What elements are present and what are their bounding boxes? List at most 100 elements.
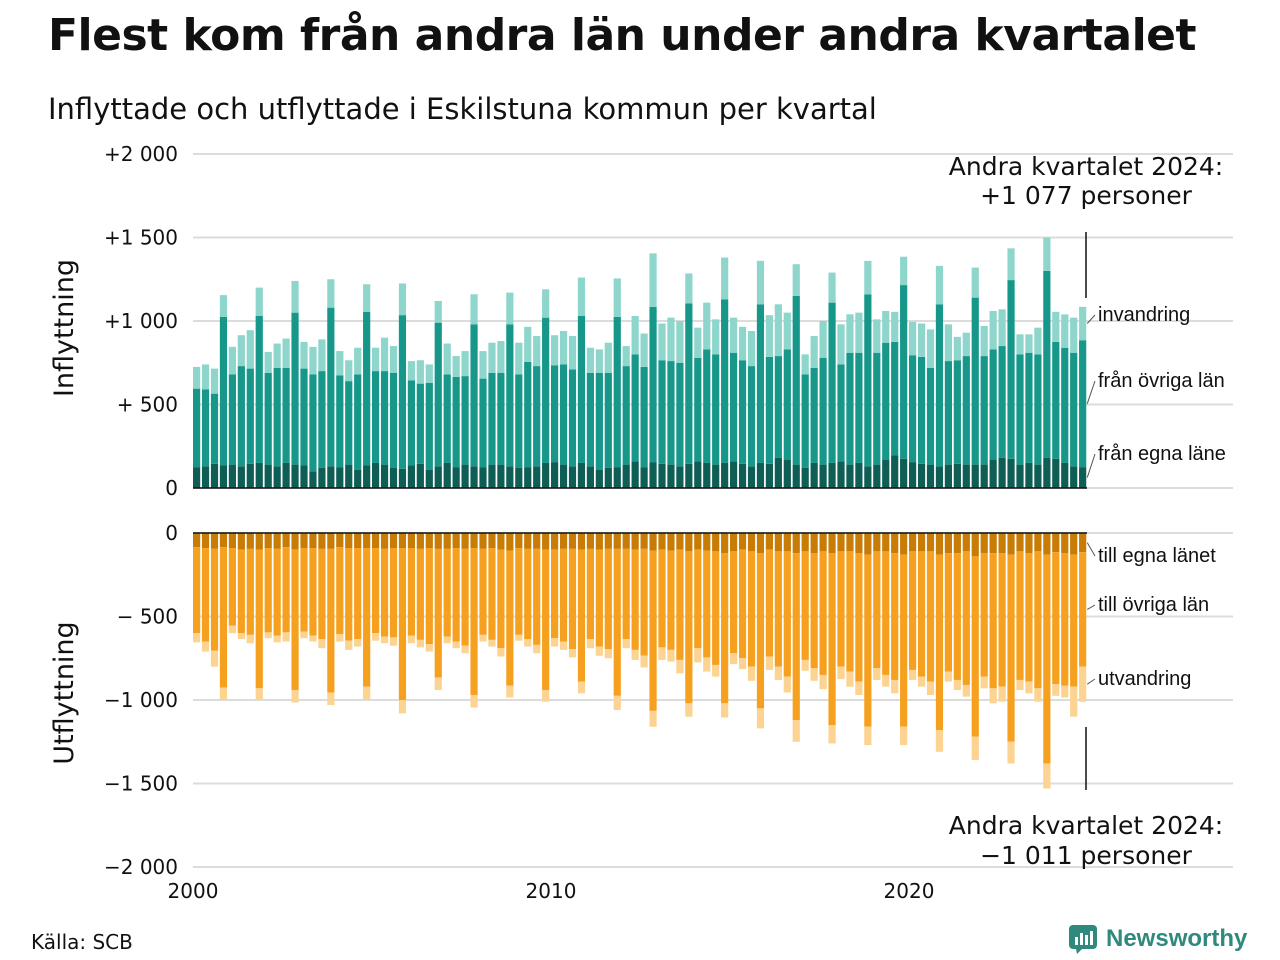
bar-segment bbox=[721, 553, 729, 704]
newsworthy-logo[interactable]: Newsworthy bbox=[1068, 924, 1247, 954]
bar-segment bbox=[524, 361, 532, 468]
bar-segment bbox=[738, 549, 747, 659]
bar-segment bbox=[434, 322, 442, 467]
bar-segment bbox=[1079, 533, 1087, 553]
bar-segment bbox=[703, 349, 711, 463]
series-label: från egna läne bbox=[1098, 443, 1226, 465]
bar-segment bbox=[747, 533, 756, 552]
newsworthy-logo-icon bbox=[1069, 925, 1097, 954]
bar-segment bbox=[649, 550, 657, 711]
bar-segment bbox=[327, 279, 335, 308]
bar-segment bbox=[667, 464, 675, 488]
bar-segment bbox=[909, 669, 917, 680]
bar-segment bbox=[604, 649, 612, 659]
bar-segment bbox=[1079, 552, 1087, 667]
bar-segment bbox=[917, 533, 926, 552]
bar-segment bbox=[613, 316, 621, 468]
bar-segment bbox=[551, 638, 559, 647]
bar-segment bbox=[935, 265, 944, 305]
bar-segment bbox=[586, 466, 594, 488]
annotation-line: Andra kvartalet 2024: bbox=[949, 811, 1223, 840]
bar-segment bbox=[1007, 741, 1015, 764]
bar-segment bbox=[837, 461, 845, 488]
bar-segment bbox=[676, 466, 684, 488]
bar-segment bbox=[407, 361, 415, 381]
bar-segment bbox=[604, 548, 612, 650]
bar-segment bbox=[649, 306, 657, 463]
bar-segment bbox=[380, 636, 389, 644]
bar-segment bbox=[219, 465, 228, 488]
bar-segment bbox=[577, 533, 586, 550]
bar-segment bbox=[228, 533, 236, 549]
bar-segment bbox=[425, 644, 433, 652]
bar-segment bbox=[900, 726, 908, 746]
bar-segment bbox=[372, 347, 380, 372]
bar-segment bbox=[1052, 458, 1060, 488]
bar-segment bbox=[363, 311, 371, 466]
bar-segment bbox=[1034, 533, 1042, 552]
bar-segment bbox=[944, 361, 952, 465]
bar-segment bbox=[219, 533, 228, 548]
bar-segment bbox=[506, 292, 514, 325]
bar-segment bbox=[882, 674, 890, 687]
bar-segment bbox=[1034, 354, 1042, 465]
bar-segment bbox=[416, 639, 424, 648]
bar-segment bbox=[774, 666, 782, 680]
bar-segment bbox=[676, 362, 684, 467]
bar-segment bbox=[416, 548, 424, 640]
bar-segment bbox=[1070, 554, 1078, 687]
bar-segment bbox=[542, 317, 550, 463]
bar-segment bbox=[801, 533, 809, 552]
bar-segment bbox=[309, 346, 317, 375]
bar-segment bbox=[864, 533, 872, 555]
bar-segment bbox=[264, 372, 272, 465]
bar-segment bbox=[828, 462, 836, 488]
bar-segment bbox=[372, 462, 380, 488]
bar-segment bbox=[228, 548, 236, 626]
bar-segment bbox=[774, 551, 782, 667]
bar-segment bbox=[864, 294, 872, 467]
bar-segment bbox=[855, 462, 863, 488]
bar-segment bbox=[873, 551, 881, 669]
bar-segment bbox=[380, 548, 389, 637]
bar-segment bbox=[479, 533, 487, 549]
bar-segment bbox=[935, 304, 944, 467]
bar-segment bbox=[658, 647, 666, 660]
bar-segment bbox=[989, 459, 997, 488]
bar-segment bbox=[228, 346, 236, 375]
y-tick-label: +1 500 bbox=[104, 226, 178, 250]
bar-segment bbox=[193, 533, 201, 548]
bar-segment bbox=[398, 533, 407, 549]
y-tick-label: −1 000 bbox=[104, 688, 178, 712]
bar-segment bbox=[363, 465, 371, 488]
bar-segment bbox=[237, 335, 245, 367]
bar-segment bbox=[577, 315, 586, 463]
bar-segment bbox=[201, 533, 210, 549]
bar-segment bbox=[846, 671, 854, 687]
bar-segment bbox=[855, 312, 863, 353]
bar-segment bbox=[1043, 533, 1051, 555]
bar-segment bbox=[622, 464, 630, 488]
bar-segment bbox=[792, 720, 800, 742]
bar-segment bbox=[398, 700, 407, 714]
bar-segment bbox=[425, 548, 433, 645]
bar-segment bbox=[309, 374, 317, 472]
bar-segment bbox=[264, 464, 272, 488]
bar-segment bbox=[953, 533, 961, 554]
x-tick-label: 2010 bbox=[526, 879, 577, 903]
y-axis-title: Inflyttning bbox=[49, 259, 80, 397]
bar-segment bbox=[756, 708, 765, 729]
bar-segment bbox=[1034, 688, 1042, 702]
bar-segment bbox=[461, 464, 469, 488]
bar-segment bbox=[210, 463, 219, 488]
bar-segment bbox=[819, 551, 827, 675]
bar-segment bbox=[685, 533, 693, 552]
bar-segment bbox=[640, 548, 648, 656]
bar-segment bbox=[765, 315, 773, 357]
bar-segment bbox=[980, 356, 988, 465]
bar-segment bbox=[640, 333, 648, 367]
bar-segment bbox=[318, 533, 326, 549]
bar-segment bbox=[730, 533, 738, 552]
bar-segment bbox=[577, 462, 586, 488]
bar-segment bbox=[237, 633, 245, 640]
